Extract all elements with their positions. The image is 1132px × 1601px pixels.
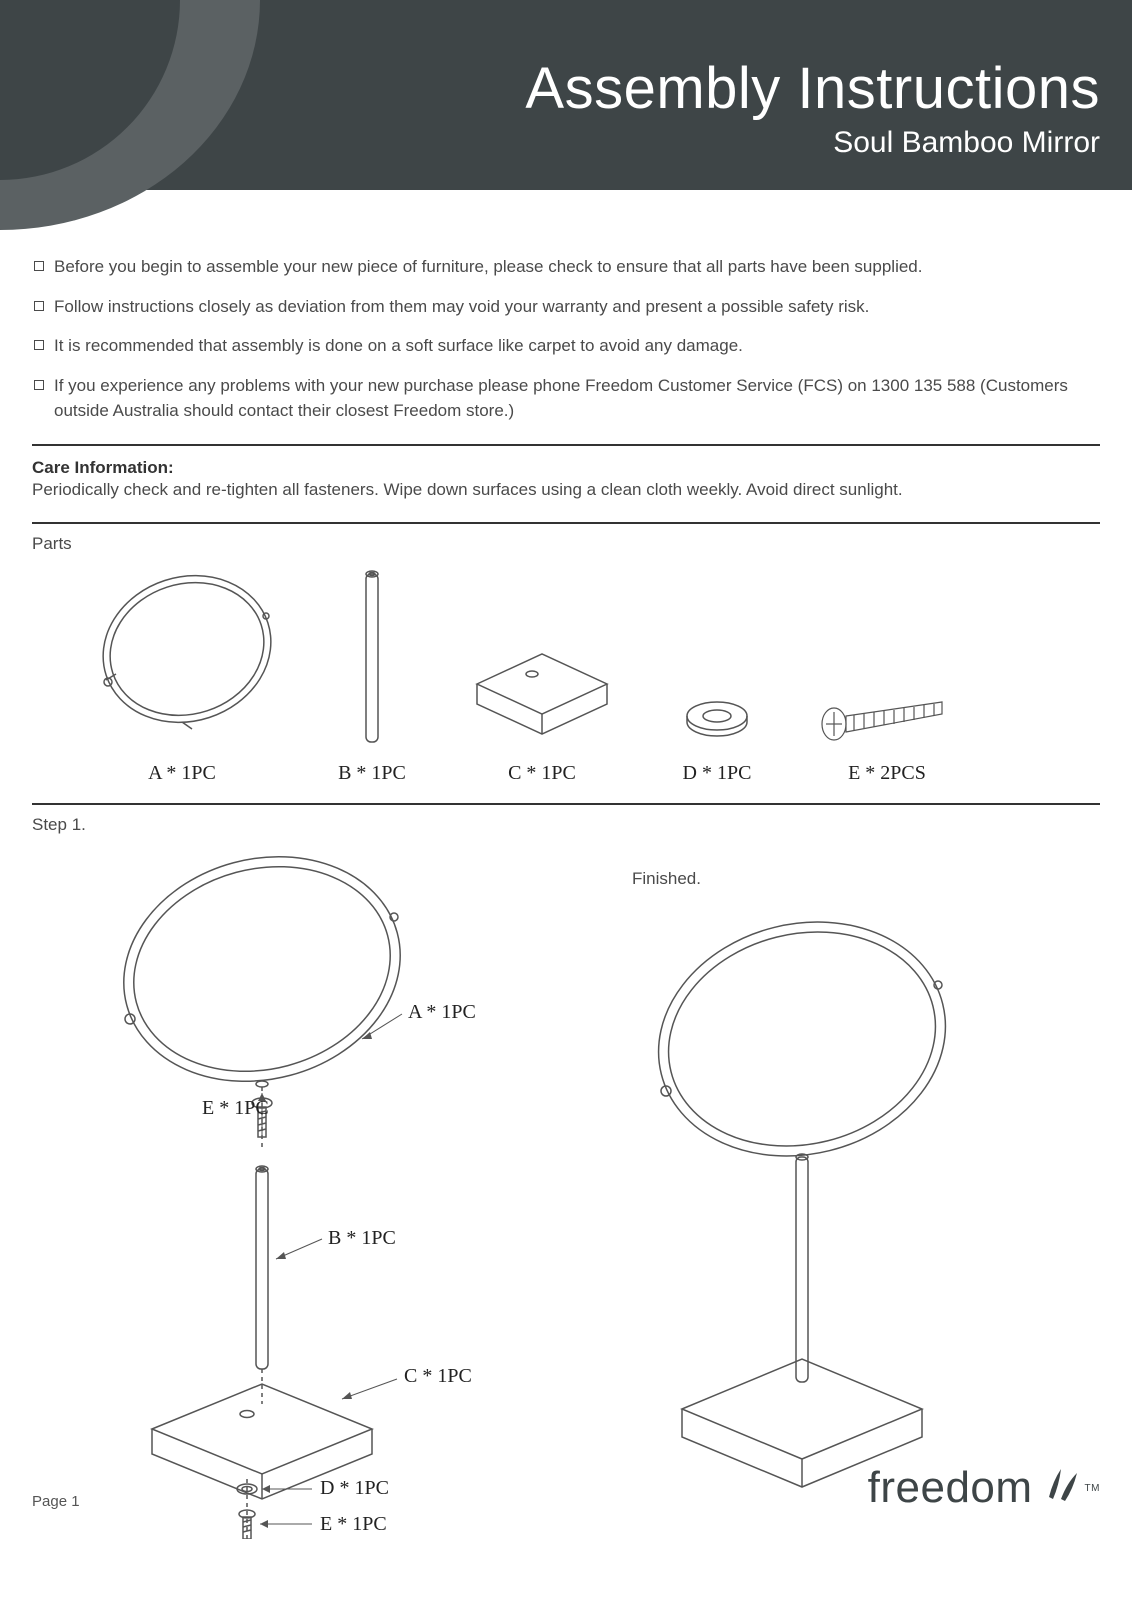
pole-icon bbox=[342, 564, 402, 754]
bullet-item: It is recommended that assembly is done … bbox=[32, 333, 1100, 359]
logo-mark-icon bbox=[1039, 1461, 1083, 1516]
part-B: B * 1PC bbox=[312, 564, 432, 785]
finished-label: Finished. bbox=[632, 869, 1092, 889]
parts-row: A * 1PC B * 1PC bbox=[32, 554, 1100, 793]
care-section: Care Information: Periodically check and… bbox=[32, 456, 1100, 512]
content: Before you begin to assemble your new pi… bbox=[0, 230, 1132, 1544]
bullet-item: If you experience any problems with your… bbox=[32, 373, 1100, 424]
part-label: C * 1PC bbox=[508, 762, 576, 785]
part-E: E * 2PCS bbox=[802, 684, 972, 785]
header: Assembly Instructions Soul Bamboo Mirror bbox=[0, 0, 1132, 230]
base-block-icon bbox=[457, 624, 627, 754]
part-label: E * 2PCS bbox=[848, 762, 926, 785]
callout-A: A * 1PC bbox=[408, 1001, 476, 1024]
steps-row: A * 1PC E * 1PC B * 1PC C * 1PC D * 1PC … bbox=[32, 835, 1100, 1544]
instruction-bullets: Before you begin to assemble your new pi… bbox=[32, 254, 1100, 424]
logo-tm: TM bbox=[1085, 1483, 1100, 1494]
part-label: B * 1PC bbox=[338, 762, 406, 785]
care-text: Periodically check and re-tighten all fa… bbox=[32, 480, 1100, 500]
finished-product-icon bbox=[592, 889, 1052, 1509]
freedom-logo: freedom TM bbox=[868, 1461, 1100, 1516]
callout-E-bot: E * 1PC bbox=[320, 1513, 387, 1536]
page-number: Page 1 bbox=[32, 1493, 80, 1510]
washer-ring-icon bbox=[672, 684, 762, 754]
logo-text: freedom bbox=[868, 1463, 1033, 1513]
exploded-diagram-icon bbox=[32, 839, 552, 1539]
page: Assembly Instructions Soul Bamboo Mirror… bbox=[0, 0, 1132, 1544]
part-label: A * 1PC bbox=[148, 762, 216, 785]
finished-diagram: Finished. bbox=[592, 839, 1092, 1514]
bullet-item: Follow instructions closely as deviation… bbox=[32, 294, 1100, 320]
rule bbox=[32, 803, 1100, 805]
rule bbox=[32, 444, 1100, 446]
header-title-block: Assembly Instructions Soul Bamboo Mirror bbox=[525, 55, 1100, 160]
mirror-head-icon bbox=[82, 554, 282, 754]
rule bbox=[32, 522, 1100, 524]
step1-diagram: A * 1PC E * 1PC B * 1PC C * 1PC D * 1PC … bbox=[32, 839, 572, 1544]
doc-title: Assembly Instructions bbox=[525, 55, 1100, 122]
callout-E-top: E * 1PC bbox=[202, 1097, 269, 1120]
bullet-item: Before you begin to assemble your new pi… bbox=[32, 254, 1100, 280]
doc-subtitle: Soul Bamboo Mirror bbox=[525, 126, 1100, 160]
part-A: A * 1PC bbox=[72, 554, 292, 785]
screw-icon bbox=[812, 684, 962, 754]
part-label: D * 1PC bbox=[683, 762, 752, 785]
parts-label: Parts bbox=[32, 534, 1100, 554]
callout-D: D * 1PC bbox=[320, 1477, 389, 1500]
step1-label: Step 1. bbox=[32, 815, 1100, 835]
callout-B: B * 1PC bbox=[328, 1227, 396, 1250]
care-title: Care Information: bbox=[32, 458, 1100, 478]
part-D: D * 1PC bbox=[652, 684, 782, 785]
part-C: C * 1PC bbox=[452, 624, 632, 785]
callout-C: C * 1PC bbox=[404, 1365, 472, 1388]
